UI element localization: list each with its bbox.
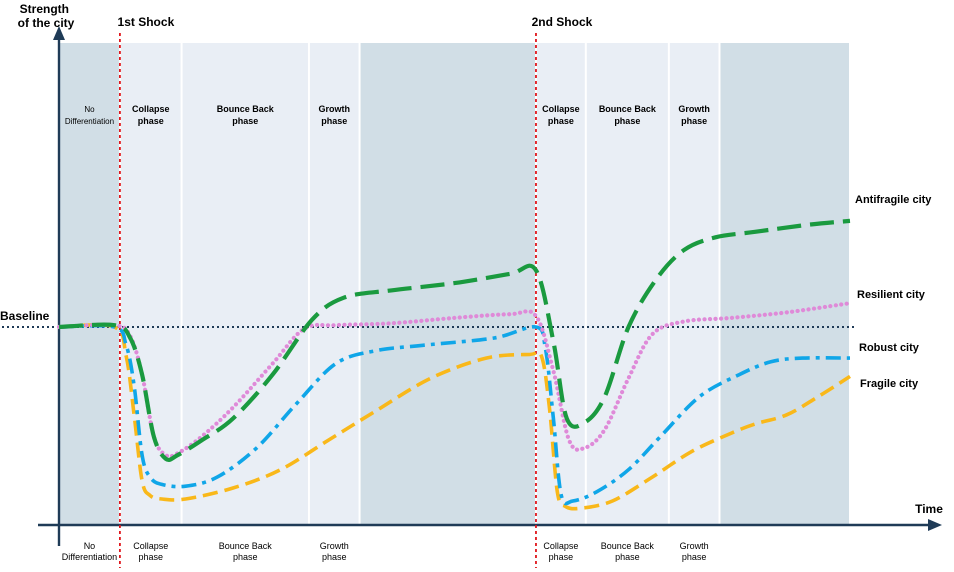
series-label: Resilient city bbox=[857, 289, 926, 301]
phase-label-bottom: Differentiation bbox=[62, 552, 117, 562]
phase-band bbox=[120, 43, 181, 525]
phase-band bbox=[182, 43, 308, 525]
y-axis-label: Strength of the city bbox=[18, 2, 75, 30]
phase-label-bottom: Growth bbox=[680, 541, 709, 551]
phase-band bbox=[60, 43, 119, 525]
phase-label-top: Differentiation bbox=[65, 117, 114, 126]
phase-label-bottom: phase bbox=[322, 552, 347, 562]
phase-label-bottom: phase bbox=[138, 552, 163, 562]
phase-label-top: Growth bbox=[319, 104, 351, 114]
phase-label-top: Bounce Back bbox=[217, 104, 275, 114]
phase-label-top: No bbox=[84, 105, 95, 114]
phase-band bbox=[720, 43, 849, 525]
phase-band bbox=[360, 43, 535, 525]
phase-label-top: phase bbox=[232, 116, 258, 126]
phase-label-bottom: phase bbox=[233, 552, 258, 562]
phase-labels-top: No Differentiation Collapse phase Bounce Bac… bbox=[65, 104, 710, 126]
phase-label-bottom: Growth bbox=[320, 541, 349, 551]
phase-label-bottom: Bounce Back bbox=[601, 541, 655, 551]
series-label: Robust city bbox=[859, 342, 920, 354]
phase-label-top: phase bbox=[681, 116, 707, 126]
y-axis-label-line-1: Strength bbox=[20, 2, 69, 16]
y-axis-arrow-icon bbox=[53, 26, 65, 40]
shock-label: 2nd Shock bbox=[532, 15, 593, 29]
baseline-label: Baseline bbox=[0, 309, 50, 323]
series-labels: Antifragile city Resilient city Robust cit… bbox=[855, 194, 932, 390]
phase-label-bottom: Collapse bbox=[543, 541, 578, 551]
phase-label-top: Bounce Back bbox=[599, 104, 657, 114]
phase-label-top: Collapse bbox=[542, 104, 580, 114]
series-line bbox=[58, 323, 851, 506]
x-axis-label: Time bbox=[915, 502, 943, 516]
phase-label-bottom: No bbox=[84, 541, 96, 551]
x-axis-arrow-icon bbox=[928, 519, 942, 531]
series-label: Antifragile city bbox=[855, 194, 932, 206]
phase-band bbox=[536, 43, 585, 525]
y-axis-label-line-2: of the city bbox=[18, 16, 75, 30]
series-line bbox=[58, 218, 851, 463]
series-lines bbox=[56, 218, 853, 511]
phase-label-top: Collapse bbox=[132, 104, 170, 114]
phase-band bbox=[669, 43, 719, 525]
shock-markers: 1st Shock 2nd Shock bbox=[118, 15, 593, 568]
phase-label-bottom: phase bbox=[549, 552, 574, 562]
phase-label-top: phase bbox=[548, 116, 574, 126]
phase-label-bottom: phase bbox=[682, 552, 707, 562]
phase-bands bbox=[60, 43, 849, 525]
phase-band bbox=[309, 43, 359, 525]
shock-label: 1st Shock bbox=[118, 15, 175, 29]
phase-label-bottom: phase bbox=[615, 552, 640, 562]
phase-label-top: phase bbox=[614, 116, 640, 126]
axes bbox=[38, 26, 942, 546]
series-label: Fragile city bbox=[860, 378, 919, 390]
phase-label-bottom: Collapse bbox=[133, 541, 168, 551]
series-line bbox=[58, 323, 851, 511]
phase-label-bottom: Bounce Back bbox=[219, 541, 273, 551]
phase-label-top: Growth bbox=[678, 104, 710, 114]
phase-label-top: phase bbox=[321, 116, 347, 126]
phase-label-top: phase bbox=[138, 116, 164, 126]
